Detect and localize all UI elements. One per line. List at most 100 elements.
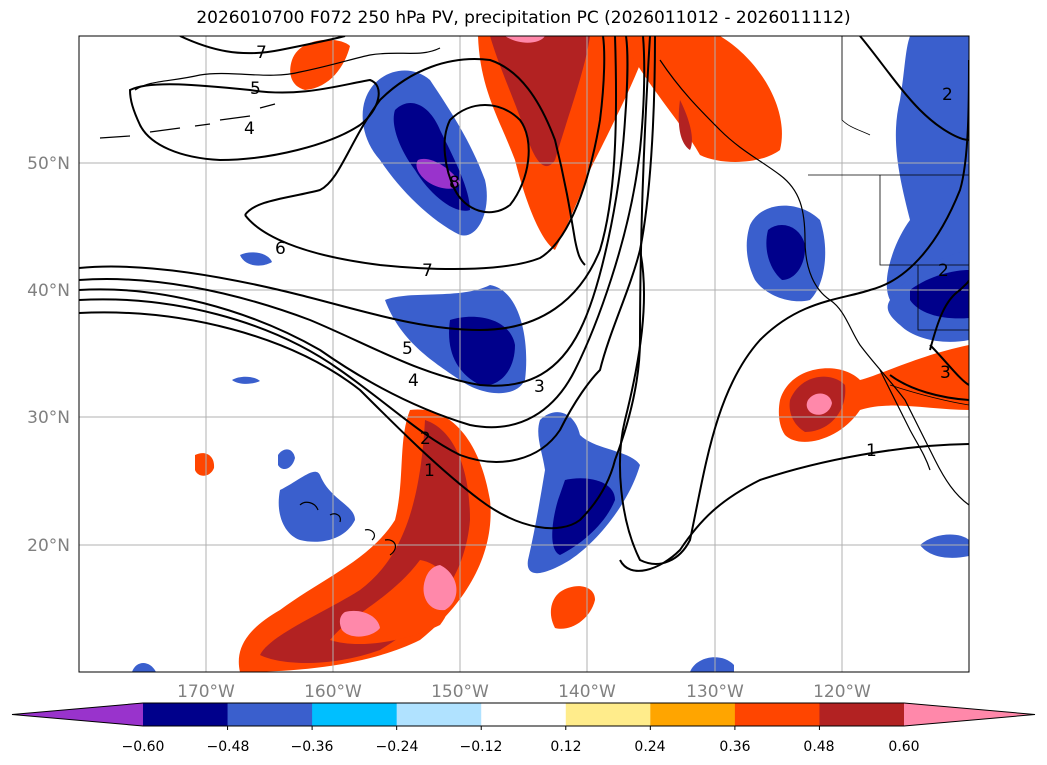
contour-8-low [443,104,530,214]
cb-tick-label: −0.24 [376,739,419,755]
neg-patch-east2-strong [910,270,969,319]
cb-tick-label: 0.60 [888,739,919,755]
lat-label-50n: 50°N [27,154,70,174]
cb-tick-label: −0.36 [291,739,334,755]
cb-tick-label: 0.36 [719,739,750,755]
contour-label-3b: 3 [940,363,951,383]
contour-label-5b: 5 [402,339,413,359]
pos-patch-pnw-strong [678,100,692,150]
contour-label-2c: 2 [938,261,949,281]
colorbar-cell [396,703,482,726]
contour-label-3: 3 [534,377,545,397]
neg-patch-tiny [232,376,260,384]
contour-label-1a: 1 [424,461,435,481]
contour-4 [79,36,629,387]
colorbar-cells [11,702,1036,730]
border-state3 [917,265,969,331]
neg-patch-bottom2 [690,657,734,672]
contour-label-7a: 7 [256,43,267,63]
colorbar-outline [11,702,1036,727]
colorbar-cell [481,703,567,726]
contour-6 [244,58,586,266]
contour-label-1b: 1 [866,441,877,461]
colorbar: −0.60 −0.48 −0.36 −0.24 −0.12 0.12 0.24 … [11,702,1036,755]
colorbar-cell [312,703,398,726]
pos-patch-small [550,586,595,629]
colorbar-extend-min [12,703,143,726]
neg-patch-small2 [240,252,272,266]
lon-label-120w: 120°W [813,682,871,702]
positive-anomaly-shading [195,36,969,672]
lon-axis-labels: 170°W 160°W 150°W 140°W 130°W 120°W [177,682,871,702]
colorbar-cell [819,703,905,726]
map-title: 2026010700 F072 250 hPa PV, precipitatio… [196,8,851,28]
contour-label-5a: 5 [250,79,261,99]
pos-patch-aleutian [290,39,350,90]
plot-border [78,35,970,673]
contour-3 [79,36,646,429]
contour-east-1 [619,59,969,565]
contour-7 [244,36,606,271]
contour-east-2 [859,36,969,141]
lat-label-30n: 30°N [27,408,70,428]
contour-5 [79,36,618,332]
contour-east-5 [929,279,969,351]
colorbar-cell [565,703,651,726]
lon-label-140w: 140°W [558,682,616,702]
pos-band-north-max [505,36,545,43]
neg-patch-goa-max [416,158,460,189]
lat-label-20n: 20°N [27,536,70,556]
neg-patch-bottom1 [132,663,156,672]
cb-tick-label: −0.12 [460,739,503,755]
cb-tick-label: 0.24 [634,739,665,755]
borders [808,36,969,406]
pos-plume-max1 [423,565,457,611]
pv-contours [79,36,969,572]
colorbar-cell [650,703,736,726]
contour-east-4 [889,374,969,401]
lon-label-150w: 150°W [431,682,489,702]
pos-patch-baja-max [806,393,832,415]
contour-labels: 7 5 4 8 6 7 5 4 3 2 1 2 1 2 3 [244,43,953,481]
cb-tick-label: 0.12 [550,739,581,755]
border-state1 [879,175,969,266]
lat-label-40n: 40°N [27,281,70,301]
lon-label-170w: 170°W [177,682,235,702]
cb-tick-label: 0.48 [803,739,834,755]
border-state2 [841,36,871,136]
contour-inner-trough [619,443,969,572]
cb-tick-label: −0.48 [207,739,250,755]
pos-plume-max2 [339,610,380,637]
coastlines [99,47,969,556]
colorbar-cell [143,703,229,726]
coast-bc [659,59,969,506]
contour-1 [79,36,651,530]
neg-patch-small1 [278,449,295,470]
coast-hawaii [299,501,397,556]
colorbar-tick-labels: −0.60 −0.48 −0.36 −0.24 −0.12 0.12 0.24 … [122,739,920,755]
neg-patch-nwus-strong [766,225,806,280]
contour-label-8: 8 [449,173,460,193]
contour-label-2a: 2 [420,429,431,449]
pos-patch-pnw [620,36,782,162]
colorbar-extend-max [904,703,1035,726]
colorbar-cell [734,703,820,726]
coast-alaska [134,47,441,91]
lat-axis-labels: 50°N 40°N 30°N 20°N [27,154,70,556]
colorbar-cell [227,703,313,726]
neg-patch-se [920,534,969,558]
lon-label-160w: 160°W [304,682,362,702]
cb-tick-label: −0.60 [122,739,165,755]
contour-5-north [128,78,380,162]
neg-patch-central-strong [449,316,515,386]
plot-content: 7 5 4 8 6 7 5 4 3 2 1 2 1 2 3 [79,36,969,672]
contour-label-7b: 7 [422,261,433,281]
coast-aleutians [99,103,276,139]
negative-anomaly-shading [132,36,969,672]
border-mexico [889,384,969,406]
pos-patch-tiny [195,453,215,476]
contour-east-3 [929,344,969,386]
contour-7-north [179,36,346,55]
contour-label-4a: 4 [244,119,255,139]
